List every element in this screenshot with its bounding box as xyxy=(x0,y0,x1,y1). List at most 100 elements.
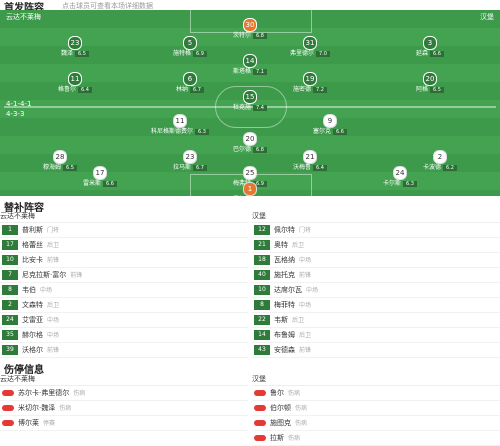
player[interactable]: 1霍伊尔 6.5 xyxy=(215,182,285,196)
sub-name: 沃格尔 xyxy=(22,346,43,354)
player-number: 20 xyxy=(423,72,437,86)
player-name-line: 穆海姆 6.5 xyxy=(25,164,95,171)
player[interactable]: 30 茨特尔 6.8 xyxy=(215,18,285,39)
player-rating: 6.5 xyxy=(74,51,89,57)
injury-icon xyxy=(254,390,266,396)
sub-row[interactable]: 10 比安卡 前锋 xyxy=(0,253,248,268)
sub-name: 安德森 xyxy=(274,346,295,354)
player-name-line: 斯塔格 7.1 xyxy=(215,68,285,75)
player[interactable]: 23 魏泽 6.5 xyxy=(40,36,110,57)
sub-row[interactable]: 2 文森特 后卫 xyxy=(0,298,248,313)
player-name: 巴尔德 xyxy=(233,146,252,153)
player[interactable]: 6 林纳 6.7 xyxy=(155,72,225,93)
player-rating: 6.6 xyxy=(102,181,117,187)
sub-position: 前锋 xyxy=(70,272,83,279)
sub-row[interactable]: 22 韦斯 后卫 xyxy=(252,313,500,328)
player-name-line: 梅弗特 6.9 xyxy=(215,180,285,187)
player-name-line: 拉马斯 6.7 xyxy=(155,164,225,171)
player-name: 雷米斯 xyxy=(83,180,102,187)
player[interactable]: 31 弗里德尔 7.0 xyxy=(275,36,345,57)
player-number: 24 xyxy=(393,166,407,180)
injury-name: 苏尔卡·弗里德尔 xyxy=(18,389,70,397)
sub-row[interactable]: 39 沃格尔 前锋 xyxy=(0,343,248,358)
sub-name: 施托克 xyxy=(274,271,295,279)
sub-row[interactable]: 21 奥特 后卫 xyxy=(252,238,500,253)
sub-row[interactable]: 8 梅菲特 中场 xyxy=(252,298,500,313)
player-rating: 6.6 xyxy=(429,51,444,57)
sub-row[interactable]: 43 安德森 前锋 xyxy=(252,343,500,358)
injuries-home: 云达不莱梅 苏尔卡·弗里德尔 伤病 米切尔·魏泽 伤病 博尔莱 停赛 xyxy=(0,374,248,431)
player-name-line: 卡波德 6.2 xyxy=(405,164,475,171)
sub-row[interactable]: 35 赫尔格 中场 xyxy=(0,328,248,343)
player[interactable]: 24 卡尔斯 6.3 xyxy=(365,166,435,187)
player-number: 11 xyxy=(173,114,187,128)
sub-row[interactable]: 18 瓦格纳 中场 xyxy=(252,253,500,268)
player-name-line: 阿格 6.5 xyxy=(395,86,465,93)
player[interactable]: 9 塞尔克 6.6 xyxy=(295,114,365,135)
sub-row[interactable]: 10 达席尔瓦 中场 xyxy=(252,283,500,298)
player[interactable]: 19 施密德 7.2 xyxy=(275,72,345,93)
sub-number: 2 xyxy=(2,300,18,310)
player-name: 杜克施 xyxy=(233,104,252,111)
sub-name: 布鲁姆 xyxy=(274,331,295,339)
team-header: 云达不莱梅 xyxy=(0,374,248,386)
sub-number: 18 xyxy=(254,255,270,265)
player-rating: 6.7 xyxy=(189,87,204,93)
lineup-title: 首发阵容 xyxy=(4,3,44,14)
sub-row[interactable]: 8 韦伯 中场 xyxy=(0,283,248,298)
sub-position: 中场 xyxy=(40,287,53,294)
sub-row[interactable]: 24 艾雷亚 中场 xyxy=(0,313,248,328)
player[interactable]: 14 斯塔格 7.1 xyxy=(215,54,285,75)
sub-row[interactable]: 14 布鲁姆 后卫 xyxy=(252,328,500,343)
injury-row: 施图克 伤病 xyxy=(252,416,500,431)
player-name: 弗里德尔 xyxy=(290,50,315,57)
sub-number: 12 xyxy=(254,225,270,235)
player-number: 31 xyxy=(303,36,317,50)
sub-number: 7 xyxy=(2,270,18,280)
player[interactable]: 20 阿格 6.5 xyxy=(395,72,465,93)
player-rating: 6.4 xyxy=(77,87,92,93)
sub-number: 17 xyxy=(2,240,18,250)
player-number: 3 xyxy=(423,36,437,50)
injury-row: 伯尔顿 伤病 xyxy=(252,401,500,416)
player[interactable]: 3 延森 6.6 xyxy=(395,36,465,57)
player-number: 23 xyxy=(183,150,197,164)
sub-row[interactable]: 12 佩尔特 门将 xyxy=(252,223,500,238)
sub-row[interactable]: 17 格蕾丝 后卫 xyxy=(0,238,248,253)
player[interactable]: 11 格鲁尔 6.4 xyxy=(40,72,110,93)
sub-text: 施托克 前锋 xyxy=(274,268,311,283)
player-name: 卡尔斯 xyxy=(383,180,402,187)
player[interactable]: 20 巴尔德 6.8 xyxy=(215,132,285,153)
sub-number: 8 xyxy=(2,285,18,295)
injury-name: 拉斯 xyxy=(270,434,284,442)
player[interactable]: 2 卡波德 6.2 xyxy=(405,150,475,171)
sub-row[interactable]: 1 普利斯 门将 xyxy=(0,223,248,238)
sub-position: 后卫 xyxy=(47,242,60,249)
player[interactable]: 23 拉马斯 6.7 xyxy=(155,150,225,171)
player[interactable]: 21 沃梅鲁 6.4 xyxy=(275,150,345,171)
sub-row[interactable]: 7 尼克拉斯·富尔 前锋 xyxy=(0,268,248,283)
player-name-line: 林纳 6.7 xyxy=(155,86,225,93)
player[interactable]: 5 施特格 6.9 xyxy=(155,36,225,57)
sub-number: 14 xyxy=(254,330,270,340)
sub-text: 瓦格纳 中场 xyxy=(274,253,311,268)
player[interactable]: 28 穆海姆 6.5 xyxy=(25,150,95,171)
player[interactable]: 17 雷米斯 6.6 xyxy=(65,166,135,187)
sub-row[interactable]: 40 施托克 前锋 xyxy=(252,268,500,283)
sub-name: 瓦格纳 xyxy=(274,256,295,264)
injury-icon xyxy=(2,405,14,411)
sub-number: 35 xyxy=(2,330,18,340)
player-number: 17 xyxy=(93,166,107,180)
sub-text: 文森特 后卫 xyxy=(22,298,59,313)
injury-icon xyxy=(254,420,266,426)
player-name: 施密德 xyxy=(293,86,312,93)
player-name: 林纳 xyxy=(176,86,189,93)
player[interactable]: 15 杜克施 7.4 xyxy=(215,90,285,111)
player[interactable]: 25 梅弗特 6.9 xyxy=(215,166,285,187)
player[interactable]: 11 科尼格斯德费尔 6.3 xyxy=(145,114,215,135)
injury-status: 伤病 xyxy=(59,405,72,412)
sub-number: 1 xyxy=(2,225,18,235)
sub-number: 40 xyxy=(254,270,270,280)
sub-number: 21 xyxy=(254,240,270,250)
sub-text: 尼克拉斯·富尔 前锋 xyxy=(22,268,82,283)
